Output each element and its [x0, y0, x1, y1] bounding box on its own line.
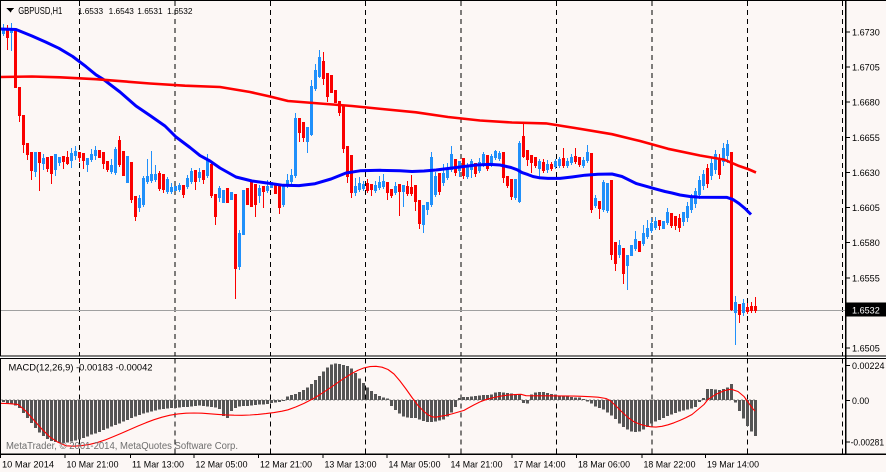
svg-text:18 Mar 22:00: 18 Mar 22:00 — [644, 459, 696, 470]
svg-text:12 Mar 05:00: 12 Mar 05:00 — [196, 459, 248, 470]
svg-text:10 Mar 21:00: 10 Mar 21:00 — [67, 459, 119, 470]
svg-text:11 Mar 13:00: 11 Mar 13:00 — [132, 459, 184, 470]
svg-text:10 Mar 2014: 10 Mar 2014 — [2, 459, 54, 470]
svg-text:12 Mar 21:00: 12 Mar 21:00 — [260, 459, 312, 470]
svg-text:1.6730: 1.6730 — [852, 28, 880, 39]
svg-text:1.6532: 1.6532 — [852, 306, 880, 317]
svg-text:1.6531: 1.6531 — [137, 7, 163, 16]
svg-text:18 Mar 06:00: 18 Mar 06:00 — [578, 459, 630, 470]
svg-text:MetaTrader, © 2001-2014, MetaQ: MetaTrader, © 2001-2014, MetaQuotes Soft… — [6, 441, 238, 452]
svg-text:1.6605: 1.6605 — [852, 203, 880, 214]
svg-text:-0.00281: -0.00281 — [851, 437, 885, 448]
svg-text:1.6532: 1.6532 — [167, 7, 193, 16]
svg-text:0.00: 0.00 — [852, 396, 869, 407]
svg-text:17 Mar 14:00: 17 Mar 14:00 — [514, 459, 566, 470]
svg-text:1.6680: 1.6680 — [852, 98, 880, 109]
svg-text:1.6543: 1.6543 — [109, 7, 135, 16]
svg-text:14 Mar 05:00: 14 Mar 05:00 — [389, 459, 441, 470]
svg-text:14 Mar 21:00: 14 Mar 21:00 — [451, 459, 503, 470]
svg-text:0.00224: 0.00224 — [852, 361, 885, 372]
svg-text:1.6705: 1.6705 — [852, 63, 880, 74]
svg-text:1.6555: 1.6555 — [852, 273, 880, 284]
svg-text:1.6655: 1.6655 — [852, 133, 880, 144]
svg-text:MACD(12,26,9) -0.00183 -0.0004: MACD(12,26,9) -0.00183 -0.00042 — [9, 363, 153, 374]
svg-text:19 Mar 14:00: 19 Mar 14:00 — [707, 459, 759, 470]
svg-text:13 Mar 13:00: 13 Mar 13:00 — [325, 459, 377, 470]
svg-text:1.6580: 1.6580 — [852, 238, 880, 249]
svg-text:1.6533: 1.6533 — [78, 7, 104, 16]
svg-text:1.6505: 1.6505 — [852, 344, 880, 355]
svg-text:GBPUSD,H1: GBPUSD,H1 — [18, 5, 62, 17]
svg-text:1.6630: 1.6630 — [852, 168, 880, 179]
